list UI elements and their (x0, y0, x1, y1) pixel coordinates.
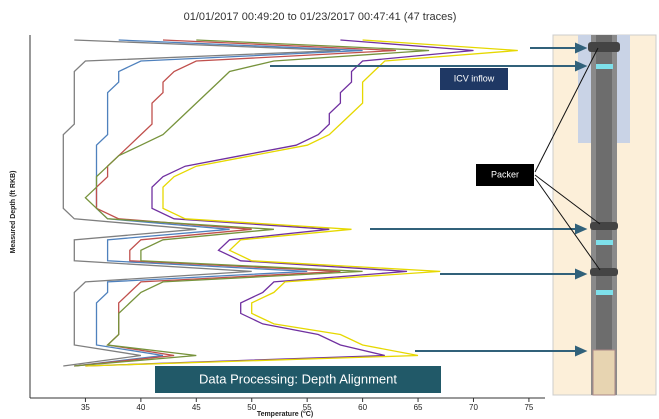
chart-title: 01/01/2017 00:49:20 to 01/23/2017 00:47:… (184, 11, 457, 23)
x-tick-label: 65 (414, 403, 423, 412)
x-tick-label: 50 (247, 403, 256, 412)
y-axis-label: Measured Depth (ft RKB) (10, 171, 17, 254)
x-tick-label: 70 (469, 403, 478, 412)
annotation: ICV inflow (454, 73, 495, 83)
x-tick-label: 45 (192, 403, 201, 412)
well-diagram (553, 35, 656, 395)
chart: 01/01/2017 00:49:20 to 01/23/2017 00:47:… (0, 0, 659, 419)
x-tick-label: 60 (358, 403, 367, 412)
x-tick-label: 40 (136, 403, 145, 412)
annotation: Data Processing: Depth Alignment (199, 371, 397, 386)
x-tick-label: 35 (81, 403, 90, 412)
x-tick-label: 75 (524, 403, 533, 412)
x-tick-label: 55 (303, 403, 312, 412)
annotation: Packer (491, 169, 519, 179)
